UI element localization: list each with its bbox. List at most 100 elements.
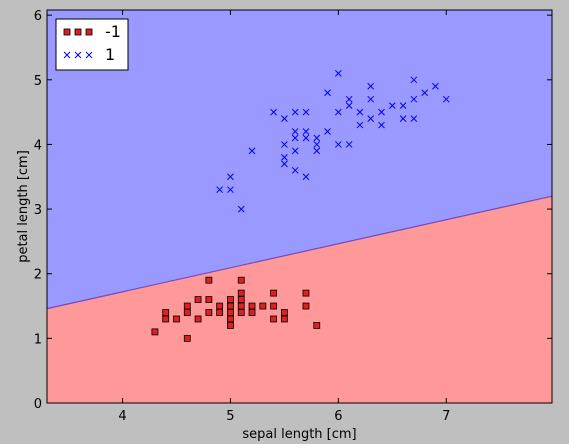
data-point-pos1 [410,95,418,103]
data-point-neg1 [302,302,310,310]
data-point-neg1 [280,315,288,323]
axis-ticks: 4 5 6 7 0 1 2 3 4 5 6 [34,9,552,424]
data-point-pos1 [442,95,450,103]
data-point-neg1 [313,322,321,329]
data-point-pos1 [345,102,353,110]
data-point-neg1 [259,302,267,310]
data-point-pos1 [345,141,353,148]
data-point-neg1 [280,309,288,316]
data-point-pos1 [345,95,353,103]
data-point-pos1 [216,186,224,194]
x-tick-label: 7 [442,409,450,424]
region-class-pos1 [47,10,552,309]
data-point-neg1 [227,302,234,310]
data-point-pos1 [313,134,321,142]
legend-marker-neg1 [74,28,82,36]
data-points [151,69,450,342]
x-axis-label: sepal length [cm] [242,427,356,442]
data-point-neg1 [216,302,224,310]
data-point-pos1 [237,205,245,213]
region-class-neg1 [47,196,552,403]
data-point-neg1 [270,315,278,323]
legend-label-pos1: 1 [105,45,115,64]
data-point-pos1 [281,115,288,122]
data-point-pos1 [302,173,310,181]
data-point-neg1 [205,296,213,303]
data-point-neg1 [151,328,159,336]
data-point-neg1 [162,309,170,316]
data-point-neg1 [227,309,234,316]
data-point-neg1 [227,315,234,323]
data-point-pos1 [227,173,234,181]
x-tick-label: 5 [226,409,234,424]
data-point-pos1 [291,128,299,135]
data-point-pos1 [421,89,429,97]
data-point-neg1 [270,289,278,297]
data-point-pos1 [399,115,407,122]
data-point-pos1 [291,108,299,116]
data-point-pos1 [324,89,331,97]
y-tick-label: 2 [34,268,42,283]
data-point-pos1 [302,108,310,116]
legend-marker-pos1 [74,51,82,59]
data-point-pos1 [281,160,288,168]
data-point-pos1 [291,147,299,155]
legend-symbol-pos1 [63,51,93,59]
data-point-neg1 [248,309,256,316]
data-point-pos1 [367,115,375,122]
data-point-neg1 [237,302,245,310]
data-point-neg1 [237,309,245,316]
data-point-neg1 [205,276,213,284]
data-point-pos1 [432,82,439,90]
legend-box [55,18,129,71]
y-tick-label: 1 [34,332,42,347]
data-point-pos1 [334,108,342,116]
data-point-pos1 [313,147,321,155]
y-tick-label: 4 [34,138,42,153]
y-tick-label: 6 [34,9,42,24]
legend-label-neg1: -1 [105,22,121,41]
plot-area [46,10,553,403]
y-axis-label: petal length [cm] [16,150,31,263]
legend-marker-pos1 [85,51,93,59]
data-point-neg1 [227,322,234,329]
data-point-pos1 [302,128,310,135]
data-point-pos1 [324,128,331,135]
data-point-pos1 [367,82,375,90]
data-point-neg1 [237,276,245,284]
data-point-neg1 [183,334,191,342]
data-point-pos1 [313,141,321,148]
legend-marker-neg1 [85,28,93,36]
decision-boundary-line [46,195,553,310]
data-point-neg1 [183,309,191,316]
data-point-pos1 [302,134,310,142]
data-point-neg1 [205,309,213,316]
data-point-pos1 [227,186,234,194]
data-point-pos1 [410,76,418,84]
x-tick-label: 4 [118,409,126,424]
data-point-neg1 [216,309,224,316]
y-tick-label: 0 [34,397,42,412]
plot-frame [46,9,553,404]
data-point-pos1 [334,141,342,148]
data-point-neg1 [173,315,180,323]
data-point-pos1 [356,108,364,116]
y-tick-label: 3 [34,203,42,218]
legend-marker-neg1 [63,28,71,36]
y-tick-label: 5 [34,74,42,89]
data-point-pos1 [410,115,418,122]
data-point-pos1 [388,102,396,110]
data-point-pos1 [291,134,299,142]
data-point-neg1 [302,289,310,297]
data-point-pos1 [248,147,256,155]
legend-symbol-neg1 [63,28,93,36]
x-tick-label: 6 [334,409,342,424]
data-point-neg1 [183,302,191,310]
data-point-pos1 [378,121,385,129]
legend-marker-pos1 [63,51,71,59]
data-point-pos1 [399,102,407,110]
data-point-pos1 [367,95,375,103]
data-point-neg1 [237,289,245,297]
legend: -1 1 [55,18,129,71]
